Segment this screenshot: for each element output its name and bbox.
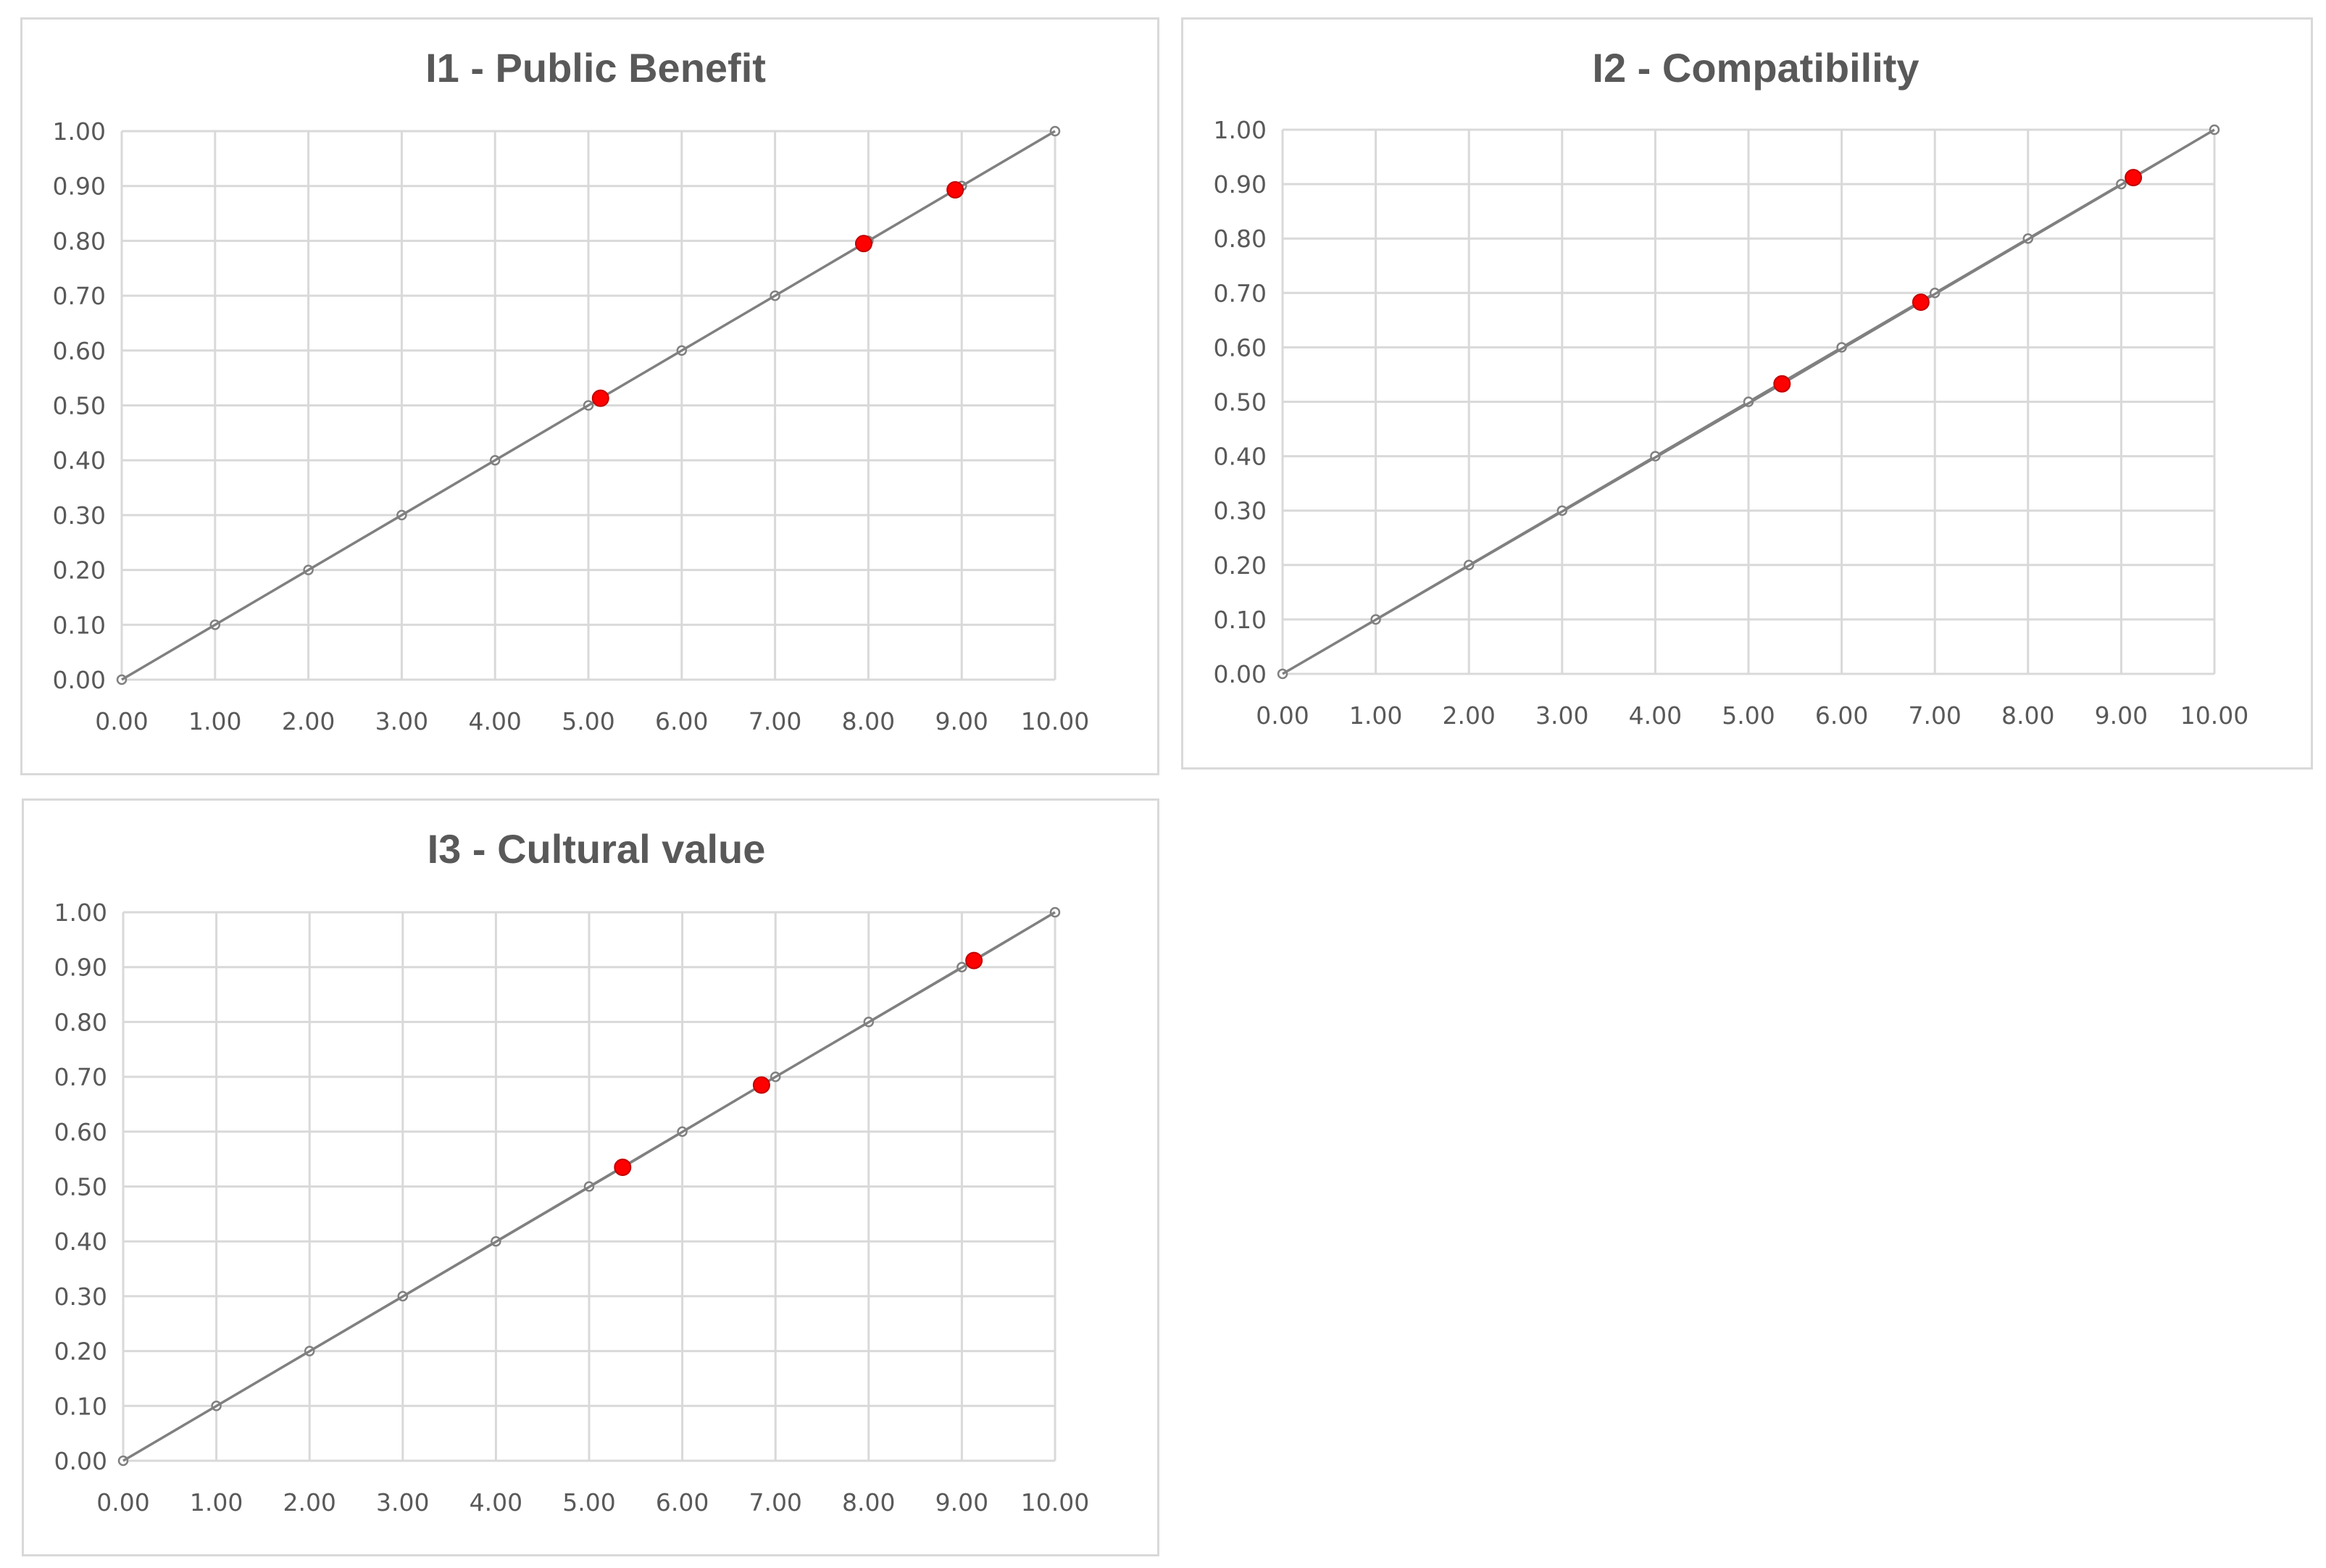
chart-i1-x-tick-label: 4.00: [468, 707, 521, 735]
chart-i1-y-tick-label: 0.50: [53, 392, 106, 420]
chart-i3-x-tick-label: 5.00: [562, 1488, 615, 1517]
chart-i1-y-tick-label: 0.40: [53, 446, 106, 475]
chart-i2-x-tick-label: 0.00: [1256, 701, 1309, 730]
chart-i1-y-tick-label: 1.00: [53, 117, 106, 146]
chart-i3-y-tick-label: 0.20: [54, 1338, 107, 1366]
chart-i3-x-tick-label: 3.00: [376, 1488, 429, 1517]
chart-i2-series-2-point: [2125, 169, 2143, 187]
chart-i1-x-tick-label: 5.00: [562, 707, 614, 735]
chart-i2-y-tick-label: 0.50: [1214, 388, 1267, 417]
chart-i1-y-tick-label: 0.80: [53, 227, 106, 255]
chart-i2-series-2-point: [1773, 375, 1791, 393]
chart-i2-y-tick-label: 0.60: [1214, 333, 1267, 362]
chart-i1-title: I1 - Public Benefit: [425, 45, 766, 91]
chart-i2-y-tick-label: 0.20: [1214, 551, 1267, 580]
chart-i2-x-tick-label: 9.00: [2095, 701, 2148, 730]
chart-i3-x-tick-label: 7.00: [749, 1488, 801, 1517]
chart-panel-i2: I2 - Compatibility 0.00 1.00 2.00 3.00 4.00 5.…: [1181, 17, 2313, 770]
chart-i3-x-tick-label: 0.00: [96, 1488, 149, 1517]
chart-i2-x-tick-label: 1.00: [1349, 701, 1402, 730]
chart-i3-x-tick-label: 4.00: [470, 1488, 522, 1517]
chart-i2-x-tick-label: 10.00: [2180, 701, 2248, 730]
chart-i3-series-2-point: [752, 1076, 770, 1094]
chart-i3-series-2-point: [965, 951, 983, 969]
chart-i3-x-tick-label: 1.00: [190, 1488, 243, 1517]
chart-i3-y-tick-label: 0.10: [54, 1392, 107, 1420]
chart-panel-i3: I3 - Cultural value 0.00 1.00 2.00 3.00 4.00 5…: [22, 798, 1159, 1556]
chart-i3-x-tick-label: 2.00: [283, 1488, 335, 1517]
chart-i2-x-tick-label: 5.00: [1722, 701, 1775, 730]
chart-i3-series-2-point: [614, 1159, 632, 1177]
chart-i3-x-tick-label: 8.00: [842, 1488, 895, 1517]
chart-i3-y-tick-label: 0.00: [54, 1447, 107, 1475]
chart-i1-y-tick-label: 0.10: [53, 611, 106, 639]
chart-i2-y-tick-label: 0.00: [1214, 660, 1267, 688]
chart-i1-x-tick-label: 6.00: [655, 707, 708, 735]
chart-i1-x-tick-label: 8.00: [842, 707, 895, 735]
chart-i2-x-tick-label: 6.00: [1815, 701, 1868, 730]
chart-i1-y-tick-label: 0.70: [53, 282, 106, 310]
chart-i3-x-tick-label: 9.00: [935, 1488, 988, 1517]
chart-i1-x-tick-label: 2.00: [282, 707, 335, 735]
chart-i2-x-tick-label: 3.00: [1535, 701, 1588, 730]
chart-i3-x-tick-label: 6.00: [656, 1488, 709, 1517]
chart-i2-y-tick-label: 0.30: [1214, 497, 1267, 525]
chart-i3-y-tick-label: 1.00: [54, 898, 107, 927]
chart-i2-title: I2 - Compatibility: [1592, 45, 1919, 91]
chart-i2-x-tick-label: 4.00: [1629, 701, 1682, 730]
chart-i1-x-tick-label: 10.00: [1021, 707, 1089, 735]
chart-i2-y-tick-label: 0.10: [1214, 606, 1267, 634]
chart-i3-x-tick-label: 10.00: [1021, 1488, 1089, 1517]
chart-i2-plot: I2 - Compatibility 0.00 1.00 2.00 3.00 4.00 5.…: [1214, 45, 2249, 730]
chart-i3-title: I3 - Cultural value: [428, 826, 766, 872]
chart-i1-plot: I1 - Public Benefit 0.00 1.00 2.00 3.00 4.00 5…: [53, 45, 1090, 735]
chart-i1-x-tick-label: 3.00: [375, 707, 428, 735]
chart-i1-x-tick-label: 9.00: [935, 707, 988, 735]
chart-i2-y-tick-label: 1.00: [1214, 116, 1267, 144]
chart-i1-y-tick-label: 0.90: [53, 172, 106, 201]
chart-i1-y-tick-label: 0.00: [53, 666, 106, 694]
chart-i2-series-2-point: [1912, 293, 1930, 312]
chart-i1-y-tick-label: 0.30: [53, 501, 106, 530]
chart-i2-x-tick-label: 2.00: [1442, 701, 1495, 730]
chart-i2-x-tick-label: 8.00: [2001, 701, 2054, 730]
chart-i3-y-tick-label: 0.60: [54, 1118, 107, 1146]
chart-i1-y-tick-label: 0.20: [53, 556, 106, 585]
chart-i1-y-tick-label: 0.60: [53, 337, 106, 365]
chart-i1-series-2-point: [591, 389, 609, 407]
chart-panel-i1: I1 - Public Benefit 0.00 1.00 2.00 3.00 4.00 5…: [20, 17, 1159, 775]
chart-i1-x-tick-label: 1.00: [188, 707, 241, 735]
chart-i3-y-tick-label: 0.40: [54, 1227, 107, 1256]
chart-i3-y-tick-label: 0.80: [54, 1008, 107, 1036]
chart-i2-y-tick-label: 0.70: [1214, 279, 1267, 307]
chart-i3-y-tick-label: 0.50: [54, 1173, 107, 1201]
chart-i2-y-tick-label: 0.40: [1214, 443, 1267, 471]
chart-i3-plot: I3 - Cultural value 0.00 1.00 2.00 3.00 4.00 5…: [54, 826, 1090, 1517]
chart-i2-x-tick-label: 7.00: [1908, 701, 1961, 730]
chart-i1-series-2-point: [854, 235, 872, 253]
chart-i2-y-tick-label: 0.90: [1214, 170, 1267, 199]
chart-i3-y-tick-label: 0.90: [54, 954, 107, 982]
chart-i3-y-tick-label: 0.30: [54, 1283, 107, 1311]
chart-i1-x-tick-label: 0.00: [95, 707, 148, 735]
chart-i1-x-tick-label: 7.00: [749, 707, 801, 735]
chart-i2-y-tick-label: 0.80: [1214, 225, 1267, 253]
chart-i1-series-2-point: [946, 180, 964, 199]
chart-i3-y-tick-label: 0.70: [54, 1063, 107, 1091]
